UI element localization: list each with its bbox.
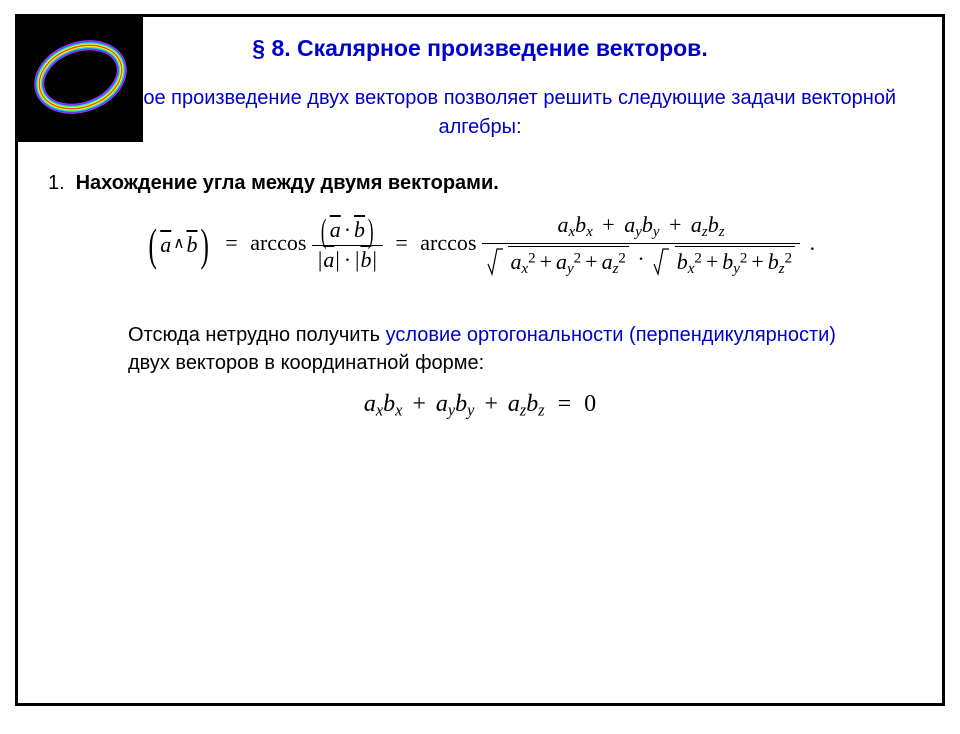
intro-text: Скалярное произведение двух векторов поз… — [58, 84, 902, 142]
angle-formula: (a∧b) = arccos (a·b) |a|·|b| = arccos ax… — [18, 213, 942, 277]
item-number: 1. — [48, 172, 70, 195]
body-text-2: двух векторов в координатной форме: — [128, 352, 484, 374]
section-title: § 8. Скалярное произведение векторов. — [18, 35, 942, 62]
orthogonality-text: Отсюда нетрудно получить условие ортогон… — [128, 321, 852, 377]
task-item-1: 1. Нахождение угла между двумя векторами… — [48, 172, 942, 195]
item-text: Нахождение угла между двумя векторами. — [76, 172, 499, 194]
orthogonality-formula: axbx + ayby + azbz = 0 — [18, 391, 942, 421]
corner-image — [18, 17, 143, 142]
body-text-1: Отсюда нетрудно получить — [128, 324, 386, 346]
slide: § 8. Скалярное произведение векторов. Ск… — [15, 14, 945, 706]
body-text-highlight: условие ортогональности (перпендикулярно… — [386, 324, 836, 346]
